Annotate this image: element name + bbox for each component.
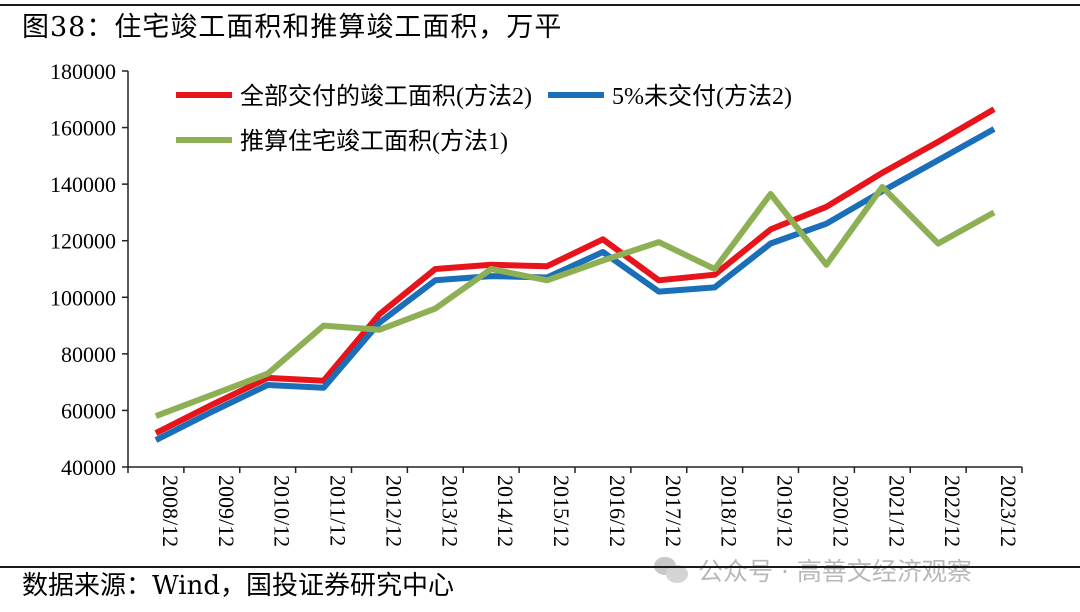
series-line-2 — [154, 126, 996, 443]
source-note: 数据来源：Wind，国投证券研究中心 — [22, 571, 454, 601]
chart-axes — [122, 70, 1023, 473]
x-tick-label: 2019/12 — [773, 475, 798, 547]
series-line-3 — [154, 184, 996, 419]
top-rule — [0, 4, 1080, 6]
figure-title: 图38：住宅竣工面积和推算竣工面积，万平 — [22, 12, 563, 43]
y-tick-labels: 40000 60000 80000 100000 120000 140000 160000 1… — [50, 59, 116, 480]
y-tick-label: 60000 — [61, 398, 116, 423]
y-tick-label: 40000 — [61, 455, 116, 480]
series-line-1 — [154, 106, 996, 436]
series-lines — [154, 106, 996, 443]
y-tick-label: 120000 — [50, 229, 116, 254]
x-tick-label: 2011/12 — [326, 475, 351, 546]
legend-label-1: 全部交付的竣工面积(方法2) — [240, 83, 532, 110]
x-tick-label: 2021/12 — [884, 475, 909, 547]
x-tick-label: 2022/12 — [940, 475, 965, 547]
bottom-rule — [0, 566, 1080, 568]
x-tick-label: 2008/12 — [158, 475, 183, 547]
x-tick-label: 2017/12 — [661, 475, 686, 547]
x-tick-label: 2023/12 — [996, 475, 1021, 547]
x-tick-label: 2020/12 — [828, 475, 853, 547]
legend-label-3: 推算住宅竣工面积(方法1) — [240, 128, 508, 155]
x-tick-label: 2018/12 — [717, 475, 742, 547]
y-tick-label: 160000 — [50, 116, 116, 141]
x-tick-label: 2012/12 — [381, 475, 406, 547]
watermark-text: 公众号 · 高善文经济观察 — [698, 557, 972, 586]
x-tick-labels: 2008/12 2009/12 2010/12 2011/12 2012/12 2013/… — [158, 475, 1021, 547]
y-tick-label: 140000 — [50, 172, 116, 197]
x-tick-label: 2010/12 — [270, 475, 295, 547]
wechat-icon — [652, 555, 690, 585]
x-tick-label: 2013/12 — [437, 475, 462, 547]
x-tick-label: 2016/12 — [605, 475, 630, 547]
y-tick-label: 80000 — [61, 342, 116, 367]
x-tick-label: 2009/12 — [214, 475, 239, 547]
y-tick-label: 180000 — [50, 59, 116, 84]
x-tick-label: 2015/12 — [549, 475, 574, 547]
x-tick-label: 2014/12 — [493, 475, 518, 547]
legend-label-2: 5%未交付(方法2) — [612, 83, 792, 110]
y-tick-label: 100000 — [50, 285, 116, 310]
legend: 全部交付的竣工面积(方法2) 5%未交付(方法2) 推算住宅竣工面积(方法1) — [176, 83, 792, 155]
watermark: 公众号 · 高善文经济观察 — [652, 552, 972, 588]
